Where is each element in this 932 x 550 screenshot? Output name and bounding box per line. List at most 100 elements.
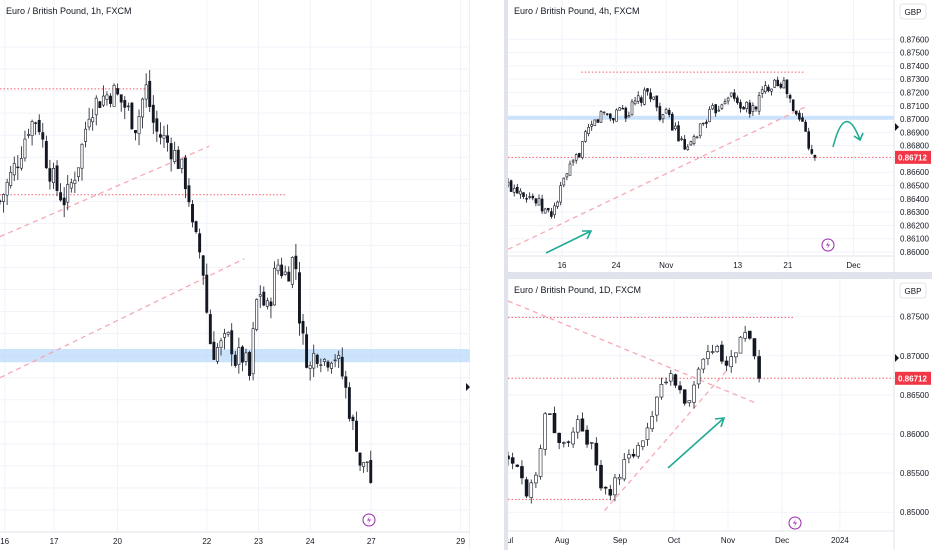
candle-down <box>531 195 535 199</box>
x-tick-label: 16 <box>0 537 9 546</box>
candle-up <box>561 442 566 444</box>
candle-up <box>226 332 230 335</box>
chart-4h[interactable]: GBP 0.87600 0.87500 0.87400 0.87300 0.87200 0.… <box>508 0 932 272</box>
y-tick-label: 0.87000 <box>900 352 929 361</box>
candle-down <box>298 272 301 324</box>
candle-up <box>630 101 634 116</box>
x-tick-label: 16 <box>558 261 567 270</box>
currency-button[interactable] <box>899 3 927 20</box>
candle-up <box>73 179 77 184</box>
candle-up <box>265 300 269 307</box>
chart-1d-panel[interactable]: GBP 0.87500 0.87000 0.86500 0.86000 0.85500 0.… <box>508 279 932 550</box>
candle-up <box>723 101 727 105</box>
chart-title: Euro / British Pound, 1D, FXCM <box>514 285 641 295</box>
x-tick-label: 24 <box>306 537 315 546</box>
candle-up <box>645 427 650 440</box>
candle-up <box>773 79 776 88</box>
candle-down <box>550 211 553 217</box>
y-tick-label: 0.86100 <box>900 235 929 244</box>
candle-down <box>41 132 45 140</box>
price-axis[interactable] <box>894 0 932 272</box>
candle-down <box>305 334 309 368</box>
x-tick-label: Jul <box>508 536 513 545</box>
candle-down <box>508 455 510 460</box>
lightning-icon[interactable] <box>362 513 376 527</box>
y-tick-label: 0.86000 <box>900 430 929 439</box>
candle-up <box>553 205 556 216</box>
panel-divider-horizontal[interactable] <box>508 272 932 279</box>
chart-1d[interactable]: GBP 0.87500 0.87000 0.86500 0.86000 0.85500 0.… <box>508 279 932 550</box>
candle-up <box>763 85 767 92</box>
chart-4h-panel[interactable]: GBP 0.87600 0.87500 0.87400 0.87300 0.87200 0.… <box>508 0 932 272</box>
price-axis[interactable] <box>894 279 932 550</box>
candle-up <box>508 182 510 186</box>
scale-marker <box>895 123 899 131</box>
candle-up <box>701 358 706 370</box>
y-tick-label: 0.86500 <box>900 391 929 400</box>
chart-title: Euro / British Pound, 4h, FXCM <box>514 6 640 16</box>
uptrend-arrow <box>545 230 592 254</box>
candle-up <box>571 431 575 445</box>
candle-down <box>130 102 134 130</box>
candle-down <box>510 457 515 464</box>
candle-down <box>55 165 59 191</box>
candle-up <box>255 299 259 330</box>
candle-up <box>519 190 522 195</box>
chart-1h[interactable]: GBP0.877000.876500.876000.875500.875000.… <box>0 0 470 550</box>
candle-down <box>344 376 348 388</box>
candle-up <box>587 126 590 135</box>
candle-down <box>807 131 811 149</box>
candle-up <box>276 264 280 272</box>
candle-down <box>524 479 529 497</box>
candle-down <box>671 113 674 131</box>
candle-down <box>603 486 608 489</box>
candle-down <box>158 134 162 138</box>
candle-down <box>326 361 330 368</box>
candle-up <box>698 123 702 137</box>
candle-up <box>590 124 593 127</box>
candle-up <box>636 445 640 457</box>
candle-down <box>813 154 817 158</box>
panel-divider-vertical[interactable] <box>504 0 508 550</box>
lightning-icon[interactable] <box>788 516 802 530</box>
candle-down <box>169 143 173 160</box>
candle-down <box>134 130 137 134</box>
candle-up <box>599 111 603 123</box>
x-tick-label: 17 <box>50 537 59 546</box>
candle-up <box>180 158 184 169</box>
candle-down <box>673 374 678 386</box>
candle-down <box>724 360 729 366</box>
candle-down <box>522 192 525 197</box>
scale-marker <box>895 354 899 362</box>
candle-up <box>27 134 30 136</box>
last-price-label: 0.86712 <box>898 374 927 383</box>
candle-down <box>509 180 513 192</box>
candle-down <box>794 110 798 115</box>
candle-up <box>584 131 587 142</box>
candle-up <box>751 105 755 112</box>
candle-down <box>646 88 649 92</box>
currency-button[interactable] <box>899 282 927 299</box>
candle-up <box>734 352 738 358</box>
candle-down <box>123 100 127 108</box>
candle-down <box>37 119 41 133</box>
candle-up <box>627 115 631 118</box>
candle-down <box>605 113 609 115</box>
lightning-icon[interactable] <box>821 238 835 252</box>
uptrend-arrow-head <box>714 417 726 428</box>
candle-down <box>198 233 202 253</box>
candle-down <box>516 186 519 194</box>
candle-down <box>678 385 682 391</box>
candle-up <box>9 171 13 186</box>
candle-down <box>752 338 757 357</box>
candle-down <box>621 107 624 110</box>
candles <box>508 325 761 504</box>
candle-up <box>581 141 584 158</box>
candle-up <box>94 97 98 116</box>
candle-up <box>589 442 594 444</box>
candle-up <box>782 80 786 89</box>
candle-up <box>528 196 532 198</box>
chart-1h-panel[interactable]: GBP0.877000.876500.876000.875500.875000.… <box>0 0 470 550</box>
candle-up <box>30 121 34 137</box>
y-tick-label: 0.86300 <box>900 208 929 217</box>
